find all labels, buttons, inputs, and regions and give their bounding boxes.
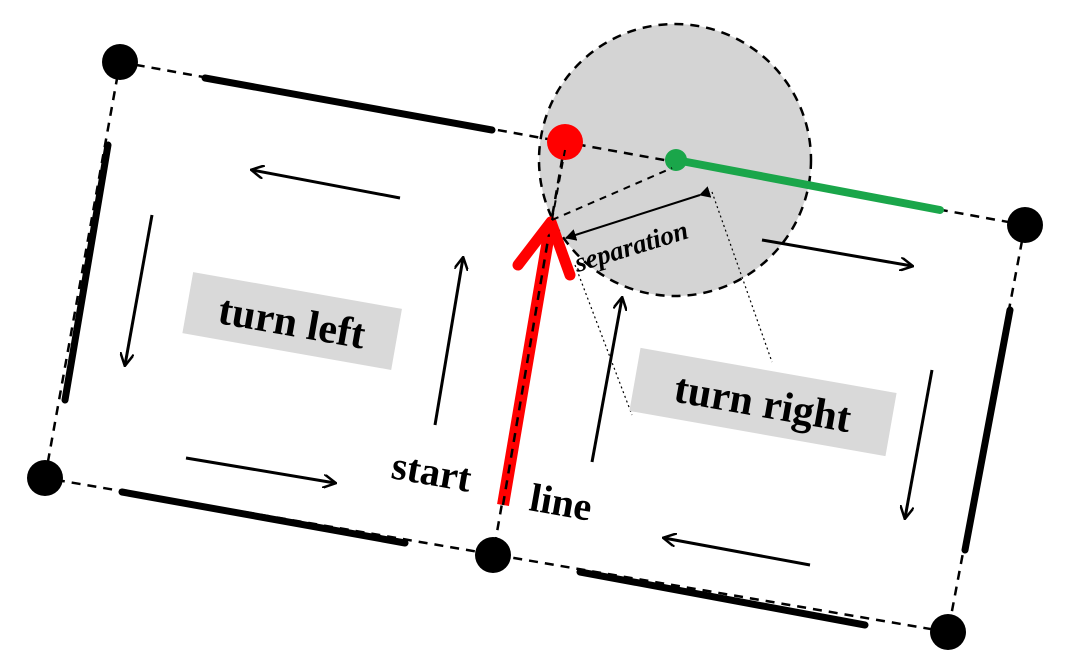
node-bottom-left — [27, 460, 63, 496]
node-top-right — [1007, 207, 1043, 243]
turn-right-label-group: turn right — [629, 347, 897, 457]
turn-right-box — [629, 347, 897, 457]
node-top-left — [102, 44, 138, 80]
direction-arrows — [125, 170, 934, 567]
arrow-mid-up-right — [590, 298, 622, 463]
node-bottom-middle — [475, 537, 511, 573]
arrow-left-down — [125, 214, 154, 365]
red-start-segment — [497, 220, 557, 507]
arrow-top-left — [252, 170, 401, 200]
arrow-right-down — [905, 369, 934, 518]
corner-nodes — [27, 44, 1043, 650]
projection-line-right — [711, 191, 773, 363]
projection-line-left — [574, 264, 633, 416]
node-bottom-right — [930, 614, 966, 650]
red-arrowhead — [512, 216, 576, 281]
solid-edge-segments — [61, 74, 1014, 629]
turn-left-label-group: turn left — [182, 272, 402, 370]
red-vehicle-dot — [547, 124, 583, 160]
arrow-mid-up-left — [433, 258, 463, 426]
arrow-bottom-right — [664, 538, 811, 567]
arrow-top-right — [761, 238, 912, 266]
line-label: line — [526, 475, 595, 530]
turn-left-box — [182, 272, 402, 370]
separation-arrow — [565, 186, 712, 241]
green-vehicle-dot — [665, 149, 687, 171]
start-label: start — [388, 443, 475, 501]
green-vehicle-segment — [672, 156, 944, 214]
arrow-bottom-left — [185, 456, 335, 483]
